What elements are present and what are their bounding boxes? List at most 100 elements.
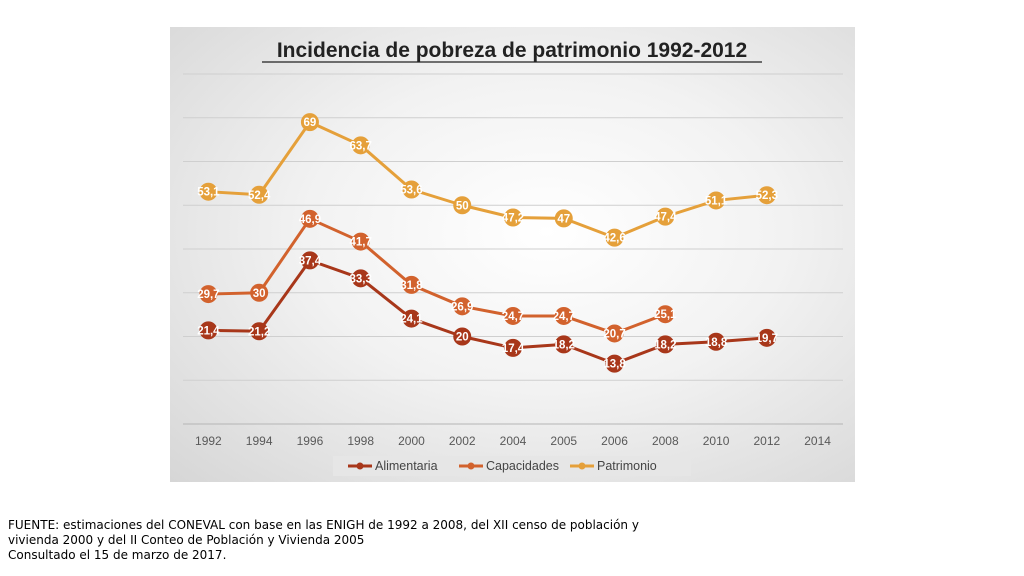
- data-point: [250, 283, 269, 302]
- legend-swatch-marker: [467, 462, 475, 470]
- legend-item-alimentaria: Alimentaria: [348, 459, 438, 473]
- data-point: [453, 196, 472, 215]
- data-label: 26,9: [451, 301, 473, 313]
- data-label: 21,4: [197, 325, 220, 337]
- data-label: 18,2: [654, 339, 676, 351]
- data-point: [351, 269, 370, 288]
- legend-swatch-marker: [578, 462, 586, 470]
- data-point: [402, 180, 421, 199]
- data-point: [554, 335, 573, 354]
- data-point: [707, 332, 726, 351]
- data-point: [504, 208, 522, 227]
- data-label: 18,8: [705, 337, 728, 349]
- x-tick-label: 2012: [753, 434, 780, 448]
- x-tick-label: 2014: [804, 434, 831, 448]
- series-patrimonio: 53,1 52,4 69 63,7 53,6 50 47,2 47 42,6 47,4 51,1 52…: [197, 113, 778, 247]
- data-point: [199, 285, 218, 304]
- data-label: 41,7: [349, 237, 371, 249]
- data-point: [250, 322, 269, 341]
- data-label: 42,6: [603, 233, 625, 245]
- data-label: 24,7: [502, 311, 524, 323]
- source-note: FUENTE: estimaciones del CONEVAL con bas…: [8, 518, 708, 563]
- data-point: [199, 182, 218, 201]
- data-label: 53,1: [197, 187, 220, 199]
- data-point: [351, 136, 370, 155]
- data-point: [453, 327, 472, 346]
- data-label: 19,7: [756, 333, 778, 345]
- data-point: [351, 232, 370, 251]
- data-point: [250, 185, 269, 204]
- series-capacidades: 29,7 30 46,9 41,7 31,8 26,9 24,7 24,7 20,7 25,1: [197, 209, 677, 343]
- data-label: 51,1: [705, 195, 728, 207]
- legend-item-capacidades: Capacidades: [459, 459, 559, 473]
- data-point: [554, 306, 573, 325]
- legend-label: Patrimonio: [597, 459, 657, 473]
- data-label: 37,4: [299, 255, 322, 267]
- data-label: 20,7: [603, 328, 625, 340]
- data-label: 21,2: [248, 326, 270, 338]
- data-label: 13,8: [603, 359, 626, 371]
- x-tick-label: 2000: [398, 434, 425, 448]
- data-point: [605, 228, 624, 247]
- data-point: [300, 209, 319, 228]
- data-label: 31,8: [400, 280, 423, 292]
- legend-box: [333, 456, 691, 476]
- x-tick-label: 2002: [449, 434, 476, 448]
- data-point: [757, 186, 776, 205]
- series-layer: 21,4 21,2 37,4 33,3 24,1 20 17,4 18,2 13,8 18,2 18…: [197, 113, 778, 373]
- data-label: 24,1: [400, 314, 423, 326]
- data-point: [605, 354, 624, 373]
- data-point: [757, 328, 776, 347]
- legend-swatch-marker: [356, 462, 364, 470]
- data-label: 47,2: [502, 213, 524, 225]
- data-label: 17,4: [502, 343, 525, 355]
- data-point: [300, 251, 319, 270]
- series-line: [208, 120, 768, 240]
- x-tick-label: 1992: [195, 434, 222, 448]
- data-label: 52,4: [248, 190, 271, 202]
- data-label: 63,7: [349, 140, 371, 152]
- source-note-line-1: FUENTE: estimaciones del CONEVAL con bas…: [8, 518, 639, 532]
- series-alimentaria: 21,4 21,2 37,4 33,3 24,1 20 17,4 18,2 13,8 18,2 18…: [197, 251, 778, 373]
- data-point: [605, 324, 624, 343]
- series-line: [208, 217, 666, 335]
- data-point: [504, 306, 522, 325]
- data-point: [656, 305, 675, 324]
- source-note-line-2: vivienda 2000 y del II Conteo de Poblaci…: [8, 533, 365, 547]
- data-point: [504, 338, 522, 357]
- data-label: 52,3: [756, 190, 778, 202]
- data-label: 46,9: [299, 214, 321, 226]
- chart-title: Incidencia de pobreza de patrimonio 1992…: [277, 39, 747, 62]
- data-point: [656, 335, 675, 354]
- data-point: [707, 191, 726, 210]
- x-tick-label: 1994: [246, 434, 273, 448]
- data-label: 33,3: [349, 273, 371, 285]
- data-label: 30: [253, 288, 266, 300]
- legend: Alimentaria Capacidades Patrimonio: [333, 456, 691, 476]
- x-tick-label: 2008: [652, 434, 679, 448]
- data-label: 69: [304, 117, 317, 129]
- data-point: [402, 309, 421, 328]
- x-axis-ticks: 1992 1994 1996 1998 2000 2002 2004 2005 2006 2008…: [195, 434, 831, 448]
- data-label: 53,6: [400, 185, 422, 197]
- legend-label: Alimentaria: [375, 459, 438, 473]
- legend-label: Capacidades: [486, 459, 559, 473]
- data-point: [402, 275, 421, 294]
- data-label: 18,2: [553, 339, 575, 351]
- data-point: [554, 209, 573, 228]
- data-point: [453, 297, 472, 316]
- data-label: 20: [456, 332, 469, 344]
- data-label: 50: [456, 200, 469, 212]
- data-label: 29,7: [197, 289, 219, 301]
- x-tick-label: 2005: [550, 434, 577, 448]
- x-tick-label: 1998: [347, 434, 374, 448]
- data-point: [656, 207, 675, 226]
- x-tick-label: 2004: [500, 434, 527, 448]
- data-label: 25,1: [654, 309, 677, 321]
- data-label: 47: [557, 213, 570, 225]
- source-note-line-3: Consultado el 15 de marzo de 2017.: [8, 548, 227, 562]
- gridlines: [183, 73, 843, 425]
- legend-item-patrimonio: Patrimonio: [570, 459, 657, 473]
- data-label: 24,7: [553, 311, 575, 323]
